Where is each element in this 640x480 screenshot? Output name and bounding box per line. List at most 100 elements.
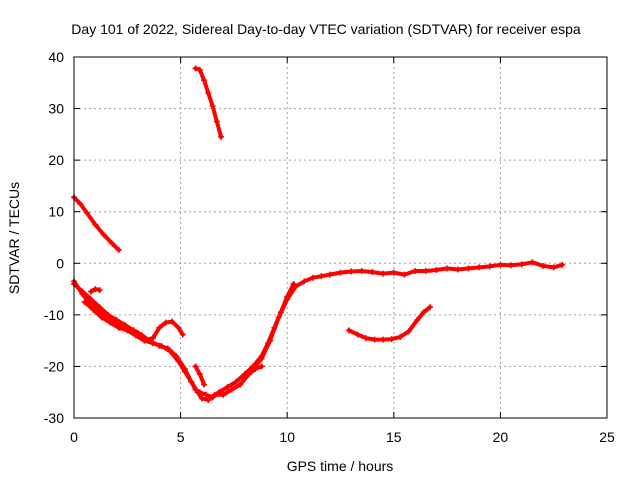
data-point (346, 327, 353, 334)
data-point (292, 283, 299, 290)
data-point (98, 314, 105, 321)
data-point (388, 336, 395, 343)
data-point (405, 328, 412, 335)
data-point (363, 335, 370, 342)
data-point (529, 259, 536, 266)
plot-frame (73, 56, 608, 419)
data-point (113, 317, 120, 324)
x-tick-label: 15 (386, 429, 402, 445)
data-point (508, 262, 515, 269)
data-point (348, 268, 355, 275)
y-tick-label: 30 (48, 101, 64, 117)
data-point (237, 381, 244, 388)
data-point (518, 261, 525, 268)
data-point (275, 314, 282, 321)
data-point (124, 327, 131, 334)
data-point (192, 363, 199, 370)
data-series-track-b (192, 65, 225, 140)
data-point (390, 269, 397, 276)
data-point (267, 337, 274, 344)
data-point (205, 396, 212, 403)
y-tick-label: -30 (44, 410, 64, 426)
x-axis-label: GPS time / hours (287, 458, 394, 474)
y-tick-label: 40 (48, 49, 64, 65)
data-point (209, 394, 216, 401)
data-point (92, 221, 99, 228)
data-point (380, 270, 387, 277)
data-point (301, 278, 308, 285)
data-point (397, 334, 404, 341)
data-series-track-f (88, 286, 103, 295)
data-point (141, 337, 148, 344)
data-point (454, 266, 461, 273)
data-point (284, 296, 291, 303)
y-tick-label: -10 (44, 307, 64, 323)
data-point (233, 378, 240, 385)
data-series-track-i (346, 304, 434, 343)
data-point (258, 363, 265, 370)
y-axis-label: SDTVAR / TECUs (6, 182, 22, 294)
data-point (486, 263, 493, 270)
data-point (205, 90, 212, 97)
y-tick-label: -20 (44, 358, 64, 374)
data-point (158, 342, 165, 349)
data-point (109, 240, 116, 247)
data-point (497, 261, 504, 268)
data-point (433, 266, 440, 273)
data-point (192, 65, 199, 72)
data-point (380, 336, 387, 343)
data-point (422, 268, 429, 275)
data-point (326, 271, 333, 278)
data-point (88, 288, 95, 295)
data-point (412, 268, 419, 275)
data-point (201, 381, 208, 388)
data-point (550, 264, 557, 271)
data-point (337, 269, 344, 276)
data-point (371, 336, 378, 343)
data-point (149, 335, 156, 342)
data-point (188, 378, 195, 385)
data-point (540, 262, 547, 269)
data-point (162, 319, 169, 326)
data-point (90, 306, 97, 313)
data-point (196, 371, 203, 378)
chart-title: Day 101 of 2022, Sidereal Day-to-day VTE… (71, 21, 581, 37)
data-point (107, 319, 114, 326)
grid (74, 57, 607, 418)
data-point (215, 389, 222, 396)
data-layer (71, 65, 566, 403)
data-point (88, 296, 95, 303)
data-point (354, 331, 361, 338)
data-point (192, 386, 199, 393)
data-point (196, 389, 203, 396)
x-tick-label: 0 (70, 429, 78, 445)
data-point (169, 318, 176, 325)
data-point (427, 304, 434, 311)
x-tick-label: 5 (177, 429, 185, 445)
data-point (105, 311, 112, 318)
data-point (83, 209, 90, 216)
data-point (132, 332, 139, 339)
data-point (201, 77, 208, 84)
data-point (196, 66, 203, 73)
data-point (156, 324, 163, 331)
axis-ticks: 0 5 10 15 20 25 -30 -20 -10 0 10 20 30 40 (44, 49, 615, 445)
data-point (218, 133, 225, 140)
data-point (175, 358, 182, 365)
data-point (179, 331, 186, 338)
data-point (358, 268, 365, 275)
data-point (209, 102, 216, 109)
x-tick-label: 20 (493, 429, 509, 445)
data-point (228, 386, 235, 393)
y-tick-label: 0 (56, 255, 64, 271)
data-point (420, 309, 427, 316)
data-point (166, 347, 173, 354)
data-point (181, 368, 188, 375)
data-point (77, 200, 84, 207)
data-point (115, 246, 122, 253)
data-point (100, 231, 107, 238)
data-point (224, 384, 231, 391)
data-point (213, 118, 220, 125)
